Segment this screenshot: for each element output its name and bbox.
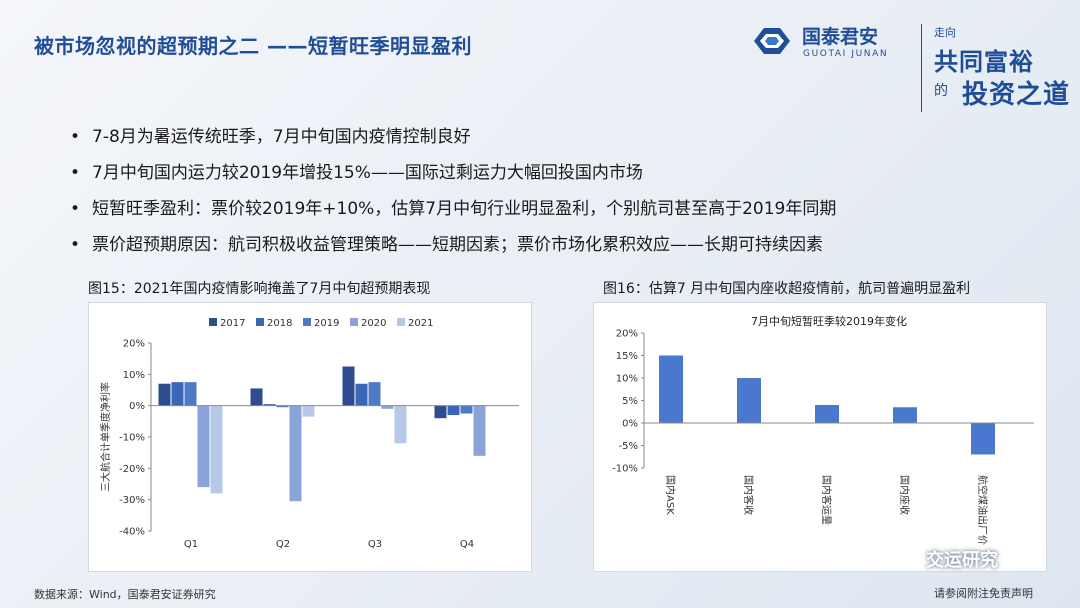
bullet-item: • 票价超预期原因：航司积极收益管理策略——短期因素；票价市场化累积效应——长期可… [70, 235, 823, 255]
bar [171, 382, 184, 406]
y-tick-label: 0% [129, 401, 145, 412]
legend-label: 2018 [267, 318, 292, 329]
legend-swatch [350, 318, 358, 326]
bullet-item: • 短暂旺季盈利：票价较2019年+10%，估算7月中旬行业明显盈利，个别航司甚至… [70, 199, 837, 219]
chart-2-svg: 7月中旬短暂旺季较2019年变化 -10% -5% 0% 5% 10% 15% 20% 国内AS… [612, 314, 1034, 545]
bullet-item: • 7月中旬国内运力较2019年增投15%——国际过剩运力大幅回投国内市场 [70, 163, 643, 183]
legend-swatch [303, 318, 311, 326]
y-tick-label: 10% [123, 370, 145, 381]
legend-label: 2021 [408, 318, 433, 329]
y-tick-label: 5% [622, 396, 638, 407]
x-tick-label: 国内ASK [664, 475, 677, 515]
y-tick-label: -20% [119, 464, 145, 475]
bullet-list: • 7-8月为暑运传统旺季，7月中旬国内疫情控制良好 • 7月中旬国内运力较2019… [70, 126, 837, 270]
slogan-top: 走向 [934, 26, 956, 39]
brand-divider [921, 24, 922, 112]
bullet-dot-icon: • [70, 163, 81, 183]
bar [158, 383, 171, 406]
bar [197, 405, 210, 488]
y-tick-label: -10% [612, 464, 638, 475]
legend-swatch [397, 318, 405, 326]
brand-slogan: 走向 共同富裕 的 投资之道 [934, 24, 1069, 120]
y-tick-label: -30% [119, 495, 145, 506]
bar [184, 382, 197, 406]
x-tick-label: 国内客运量 [820, 475, 833, 525]
x-tick-label: Q4 [460, 539, 474, 550]
chart-2-panel: 7月中旬短暂旺季较2019年变化 -10% -5% 0% 5% 10% 15% 20% 国内AS… [593, 302, 1047, 572]
figure-15-caption: 图15：2021年国内疫情影响掩盖了7月中旬超预期表现 [88, 281, 431, 297]
bullet-dot-icon: • [70, 235, 81, 255]
bar [971, 423, 995, 455]
y-tick-label: 20% [616, 329, 638, 340]
legend-label: 2020 [361, 318, 386, 329]
data-source-note: 数据来源：Wind，国泰君安证券研究 [34, 588, 216, 601]
legend-swatch [209, 318, 217, 326]
bar [355, 383, 368, 406]
x-tick-label: Q3 [368, 539, 382, 550]
x-tick-label: 国内座收 [898, 475, 911, 515]
wechat-icon [900, 553, 921, 569]
slogan-end: 投资之道 [962, 80, 1071, 110]
bar [276, 405, 289, 408]
bar [210, 405, 223, 494]
y-axis-label: 三大航合计单季度净利率 [99, 382, 112, 492]
y-tick-label: 20% [123, 339, 145, 350]
figure-16-caption: 图16：估算7 月中旬国内座收超疫情前，航司普遍明显盈利 [603, 281, 971, 297]
bar [302, 405, 315, 417]
chart-1-panel: 2017 2018 2019 2020 2021 -40% -30% -20% -10% 0% 10… [88, 302, 532, 572]
y-tick-label: 10% [616, 374, 638, 385]
watermark: 交运研究 [900, 546, 998, 572]
bar [250, 388, 263, 406]
chart-title: 7月中旬短暂旺季较2019年变化 [751, 314, 907, 328]
legend-label: 2019 [314, 318, 339, 329]
bullet-item: • 7-8月为暑运传统旺季，7月中旬国内疫情控制良好 [70, 127, 471, 147]
bar [434, 405, 447, 419]
y-tick-label: -40% [119, 527, 145, 538]
chart-1-svg: 2017 2018 2019 2020 2021 -40% -30% -20% -10% 0% 10… [99, 318, 519, 550]
bar [659, 355, 683, 423]
slide-title: 被市场忽视的超预期之二 ——短暂旺季明显盈利 [34, 34, 472, 58]
x-tick-label: Q2 [276, 539, 290, 550]
x-tick-label: 国内客收 [742, 475, 755, 515]
bar [473, 405, 486, 456]
slogan-main: 共同富裕 [934, 47, 1034, 76]
bullet-dot-icon: • [70, 199, 81, 219]
y-tick-label: 0% [622, 419, 638, 430]
bar [815, 405, 839, 423]
slogan-de: 的 [934, 83, 948, 99]
disclaimer-note: 请参阅附注免责声明 [934, 587, 1033, 600]
bar [447, 405, 460, 416]
bar [460, 405, 473, 414]
legend-label: 2017 [220, 318, 245, 329]
bullet-dot-icon: • [70, 127, 81, 147]
x-tick-label: Q1 [184, 539, 198, 550]
legend-swatch [256, 318, 264, 326]
bar [394, 405, 407, 444]
bar [342, 366, 355, 406]
y-tick-label: -10% [119, 433, 145, 444]
bar [289, 405, 302, 502]
x-tick-label: 航空煤油出厂价 [976, 475, 989, 545]
bar [381, 405, 394, 409]
guotai-junan-logo-icon [754, 28, 790, 54]
brand-name-en: GUOTAI JUNAN [803, 49, 889, 59]
bar [263, 404, 276, 406]
bar [737, 378, 761, 423]
y-tick-label: -5% [619, 441, 638, 452]
y-tick-label: 15% [616, 351, 638, 362]
bar [368, 382, 381, 406]
brand-name-cn: 国泰君安 [802, 26, 879, 48]
watermark-text: 交运研究 [926, 550, 998, 571]
bar [893, 407, 917, 423]
